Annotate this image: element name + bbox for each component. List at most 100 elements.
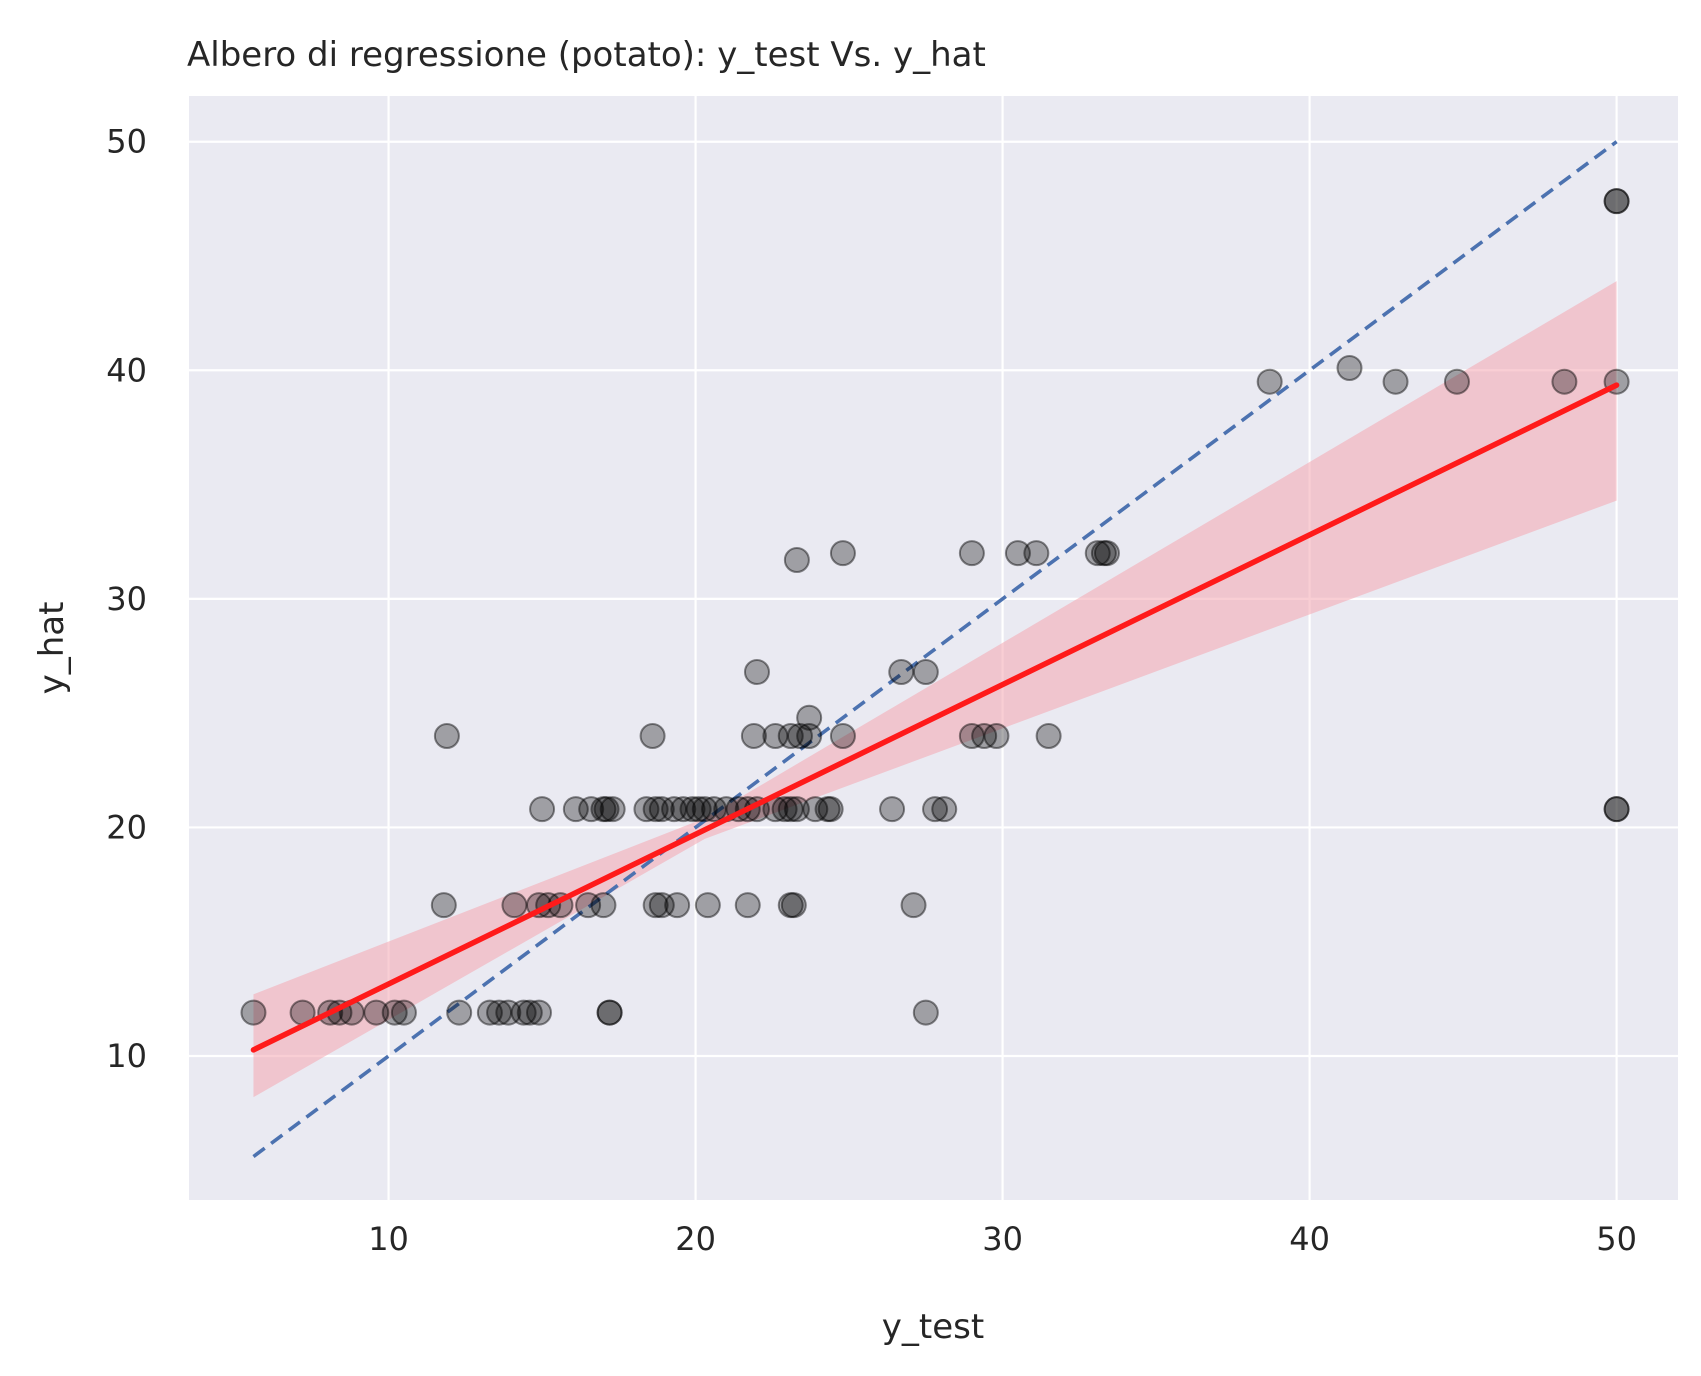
data-point [1256, 368, 1283, 395]
data-point [664, 892, 691, 919]
data-point [1551, 368, 1578, 395]
data-point [786, 723, 813, 749]
data-point [685, 796, 712, 823]
x-tick-label: 50 [1596, 1220, 1637, 1258]
data-point [670, 796, 697, 823]
data-point [648, 796, 675, 823]
data-point [802, 796, 829, 823]
data-point [783, 796, 810, 823]
y-axis-label: y_hat [32, 602, 72, 695]
data-point [642, 892, 669, 919]
data-point [590, 796, 617, 823]
data-point [780, 892, 807, 919]
data-point [510, 999, 537, 1026]
data-point [596, 999, 623, 1026]
data-point [501, 892, 528, 919]
data-point [817, 796, 844, 823]
data-point [562, 796, 589, 823]
data-point [879, 796, 906, 823]
data-point [381, 999, 408, 1026]
data-point [700, 796, 727, 823]
data-point [762, 723, 789, 749]
data-point [777, 892, 804, 919]
data-point [363, 999, 390, 1026]
data-point [575, 892, 602, 919]
y-tick-label: 30 [106, 580, 147, 618]
data-point [796, 723, 823, 749]
y-tick-label: 10 [106, 1037, 147, 1075]
data-point [599, 796, 626, 823]
data-point [783, 547, 810, 573]
data-point [958, 540, 985, 567]
data-point [430, 892, 457, 919]
data-point [1084, 540, 1111, 567]
chart-title: Albero di regressione (potato): y_test V… [187, 35, 986, 75]
data-point [796, 704, 823, 731]
data-point [1035, 723, 1062, 749]
data-point [390, 999, 417, 1026]
data-point [971, 723, 998, 749]
data-point [900, 892, 927, 919]
data-point [922, 796, 949, 823]
data-point [486, 999, 513, 1026]
data-points-layer [240, 188, 1630, 1026]
data-point [495, 999, 522, 1026]
data-point [777, 723, 804, 749]
data-point [593, 796, 620, 823]
data-point [633, 796, 660, 823]
x-tick-label: 20 [675, 1220, 716, 1258]
data-point [642, 796, 669, 823]
data-point [829, 723, 856, 749]
data-point [912, 999, 939, 1026]
identity-line [252, 140, 1618, 1159]
x-tick-label: 10 [368, 1220, 409, 1258]
data-point [648, 892, 675, 919]
data-point [529, 796, 556, 823]
y-tick-label: 40 [106, 351, 147, 389]
data-point [912, 659, 939, 685]
data-point [829, 540, 856, 567]
data-point [1023, 540, 1050, 567]
data-point [1090, 540, 1117, 567]
identity-line-layer [252, 140, 1618, 1159]
regression-line [250, 382, 1620, 1053]
data-point [694, 892, 721, 919]
confidence-band-layer [253, 281, 1617, 1098]
data-point [1603, 188, 1630, 215]
data-point [1336, 355, 1363, 381]
data-point [240, 999, 267, 1026]
data-point [596, 999, 623, 1026]
data-point [814, 796, 841, 823]
x-axis-label: y_test [882, 1307, 984, 1347]
y-tick-label: 50 [106, 123, 147, 161]
data-point [525, 999, 552, 1026]
data-point [661, 796, 688, 823]
data-point [1382, 368, 1409, 395]
data-point [931, 796, 958, 823]
tick-labels-layer: 10 20 30 40 50 10 20 30 40 50 [106, 123, 1637, 1258]
data-point [446, 999, 473, 1026]
data-point [1603, 188, 1630, 215]
data-point [983, 723, 1010, 749]
confidence-band [253, 281, 1617, 1098]
data-point [1603, 796, 1630, 823]
data-point [777, 796, 804, 823]
data-point [1443, 368, 1470, 395]
x-tick-label: 40 [1289, 1220, 1330, 1258]
x-tick-label: 30 [982, 1220, 1023, 1258]
data-point [1004, 540, 1031, 567]
data-point [433, 723, 460, 749]
data-point [578, 796, 605, 823]
data-point [1603, 796, 1630, 823]
data-point [740, 723, 767, 749]
plot-background [189, 96, 1678, 1200]
data-point [691, 796, 718, 823]
data-point [590, 892, 617, 919]
data-point [476, 999, 503, 1026]
data-point [734, 892, 761, 919]
data-point [743, 659, 770, 685]
data-point [516, 999, 543, 1026]
data-point [639, 723, 666, 749]
regression-line-layer [250, 382, 1620, 1053]
